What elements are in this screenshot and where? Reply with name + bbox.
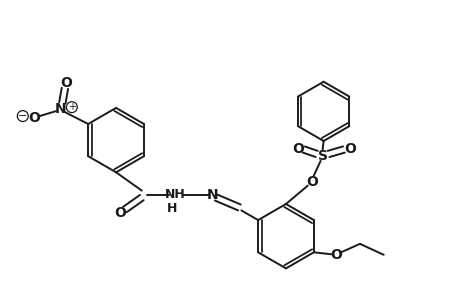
- Text: O: O: [28, 111, 39, 125]
- Text: O: O: [60, 76, 72, 90]
- Text: O: O: [291, 142, 303, 155]
- Text: O: O: [330, 248, 341, 262]
- Text: O: O: [343, 142, 355, 155]
- Text: −: −: [18, 111, 28, 121]
- Text: O: O: [114, 206, 126, 220]
- Text: H: H: [167, 202, 177, 215]
- Text: O: O: [305, 175, 317, 189]
- Text: N: N: [207, 188, 218, 202]
- Text: NH: NH: [165, 188, 185, 201]
- Text: +: +: [67, 102, 76, 112]
- Text: S: S: [317, 149, 327, 163]
- Text: N: N: [55, 102, 67, 116]
